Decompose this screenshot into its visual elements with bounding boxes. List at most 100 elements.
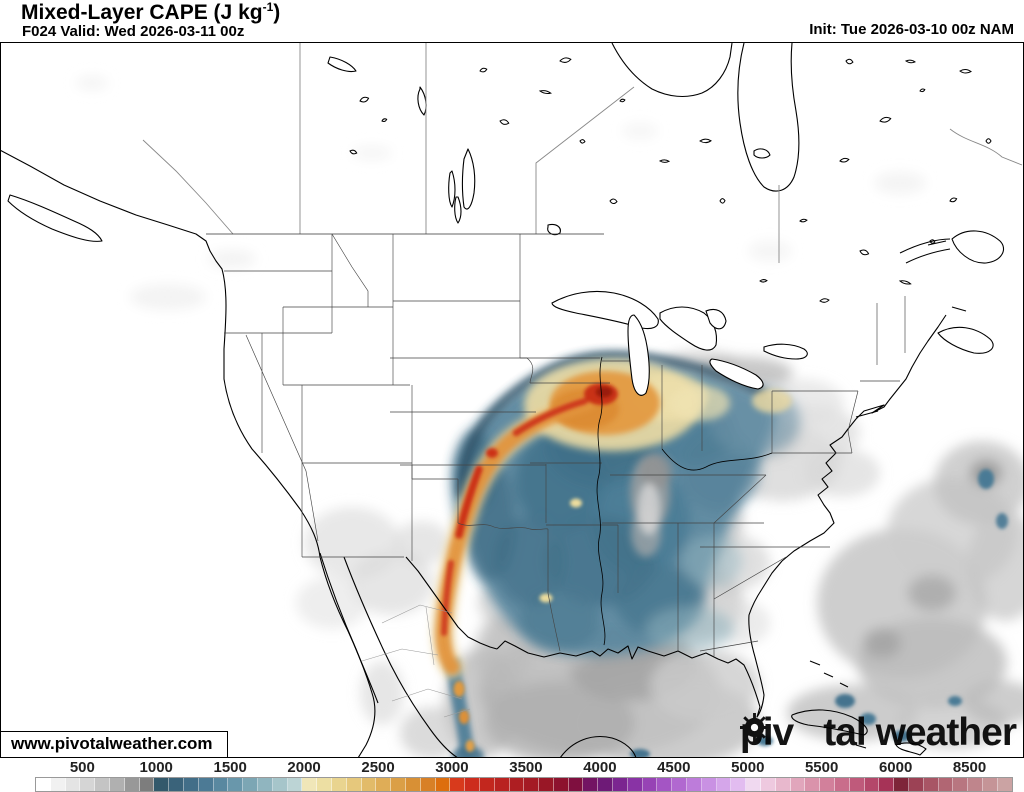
- watermark-logo: piv tal weather: [739, 711, 1017, 754]
- colorbar-tick-label: 1000: [139, 759, 173, 776]
- colorbar-scale: [35, 777, 1013, 792]
- river-borders: [596, 356, 773, 646]
- colorbar-tick-label: 2500: [361, 759, 395, 776]
- colorbar-segment: [450, 778, 466, 791]
- colorbar-segment: [198, 778, 214, 791]
- colorbar-segment: [36, 778, 51, 791]
- colorbar-segment: [716, 778, 732, 791]
- colorbar-segment: [494, 778, 510, 791]
- colorbar-segment: [80, 778, 96, 791]
- colorbar-segment: [302, 778, 318, 791]
- colorbar-segment: [331, 778, 347, 791]
- colorbar-tick-label: 5000: [731, 759, 765, 776]
- colorbar-segment: [65, 778, 81, 791]
- colorbar-segment: [790, 778, 806, 791]
- colorbar-segment: [405, 778, 421, 791]
- colorbar-segment: [479, 778, 495, 791]
- colorbar-segment: [139, 778, 155, 791]
- colorbar-segment: [805, 778, 821, 791]
- colorbar-segment: [539, 778, 554, 791]
- colorbar-segment: [894, 778, 910, 791]
- colorbar-segment: [849, 778, 865, 791]
- colorbar-segment: [213, 778, 229, 791]
- colorbar-segment: [701, 778, 717, 791]
- forecast-map: piv tal weather www.pivotalweather.com: [0, 42, 1024, 758]
- colorbar-segment: [953, 778, 969, 791]
- colorbar-segment: [657, 778, 673, 791]
- cape-valley-gray: [630, 453, 672, 557]
- colorbar-segment: [317, 778, 332, 791]
- colorbar-segment: [923, 778, 939, 791]
- colorbar-segment: [598, 778, 614, 791]
- province-borders: [142, 43, 1023, 263]
- colorbar-tick-label: 8500: [952, 759, 987, 776]
- colorbar-segment: [272, 778, 288, 791]
- page-title: Mixed-Layer CAPE (J kg-1): [21, 0, 281, 24]
- colorbar-segment: [746, 778, 762, 791]
- colorbar-segment: [879, 778, 895, 791]
- colorbar-segment: [109, 778, 125, 791]
- colorbar-segment: [257, 778, 273, 791]
- colorbar-segment: [524, 778, 540, 791]
- colorbar-segment: [983, 778, 998, 791]
- colorbar-segment: [731, 778, 747, 791]
- colorbar-segment: [642, 778, 658, 791]
- colorbar-tick-label: 4000: [583, 759, 617, 776]
- init-time-label: Init: Tue 2026-03-10 00z NAM: [809, 21, 1014, 38]
- colorbar-segment: [938, 778, 954, 791]
- colorbar-segment: [243, 778, 258, 791]
- colorbar-segment: [835, 778, 850, 791]
- colorbar-tick-label: 1500: [213, 759, 247, 776]
- colorbar-segment: [627, 778, 643, 791]
- coastlines: [1, 43, 1004, 757]
- colorbar-tick-label: 5500: [804, 759, 839, 776]
- colorbar-segment: [169, 778, 184, 791]
- colorbar-tick-label: 3500: [509, 759, 543, 776]
- colorbar-segment: [568, 778, 584, 791]
- cape-red-cores: [441, 383, 1008, 757]
- website-url-label: www.pivotalweather.com: [1, 731, 228, 757]
- cape-map-graphic: [1, 43, 1023, 757]
- colorbar-segment: [687, 778, 702, 791]
- colorbar-segment: [553, 778, 569, 791]
- colorbar-segment: [95, 778, 110, 791]
- colorbar-tick-label: 6000: [878, 759, 913, 776]
- colorbar-segment: [183, 778, 199, 791]
- colorbar-segment: [376, 778, 392, 791]
- colorbar-segment: [613, 778, 628, 791]
- colorbar-segment: [50, 778, 66, 791]
- colorbar-segment: [154, 778, 170, 791]
- colorbar-segment: [361, 778, 377, 791]
- colorbar-segment: [420, 778, 436, 791]
- mexico-state-borders: [361, 604, 471, 718]
- colorbar-segment: [509, 778, 525, 791]
- valid-time-label: F024 Valid: Wed 2026-03-11 00z: [22, 23, 245, 40]
- colorbar-segment: [124, 778, 140, 791]
- colorbar-segment: [391, 778, 406, 791]
- colorbar-segment: [346, 778, 362, 791]
- colorbar-segment: [583, 778, 599, 791]
- colorbar-tick-label: 2000: [287, 759, 321, 776]
- colorbar-segment: [909, 778, 924, 791]
- colorbar-segment: [761, 778, 776, 791]
- state-borders: [224, 233, 906, 656]
- colorbar-segment: [968, 778, 983, 791]
- colorbar-tick-label: 4500: [657, 759, 691, 776]
- colorbar-tick-label: 500: [69, 759, 95, 776]
- colorbar-segment: [775, 778, 791, 791]
- colorbar-tick-label: 3000: [435, 759, 469, 776]
- colorbar-segment: [435, 778, 451, 791]
- colorbar-segment: [672, 778, 688, 791]
- colorbar-segment: [465, 778, 480, 791]
- small-lakes: [349, 57, 992, 303]
- colorbar-segment: [820, 778, 836, 791]
- colorbar-segment: [287, 778, 303, 791]
- colorbar-tick-labels: 500 1000 1500 2000 2500 3000 3500 4000 4500 5000 5…: [35, 759, 1011, 776]
- colorbar-area: 500 1000 1500 2000 2500 3000 3500 4000 4500 5000 5…: [0, 758, 1024, 792]
- colorbar-segment: [228, 778, 244, 791]
- gear-icon: [739, 713, 823, 747]
- colorbar-segment: [864, 778, 880, 791]
- header: Mixed-Layer CAPE (J kg-1) F024 Valid: We…: [0, 0, 1024, 42]
- colorbar-segment: [997, 778, 1012, 791]
